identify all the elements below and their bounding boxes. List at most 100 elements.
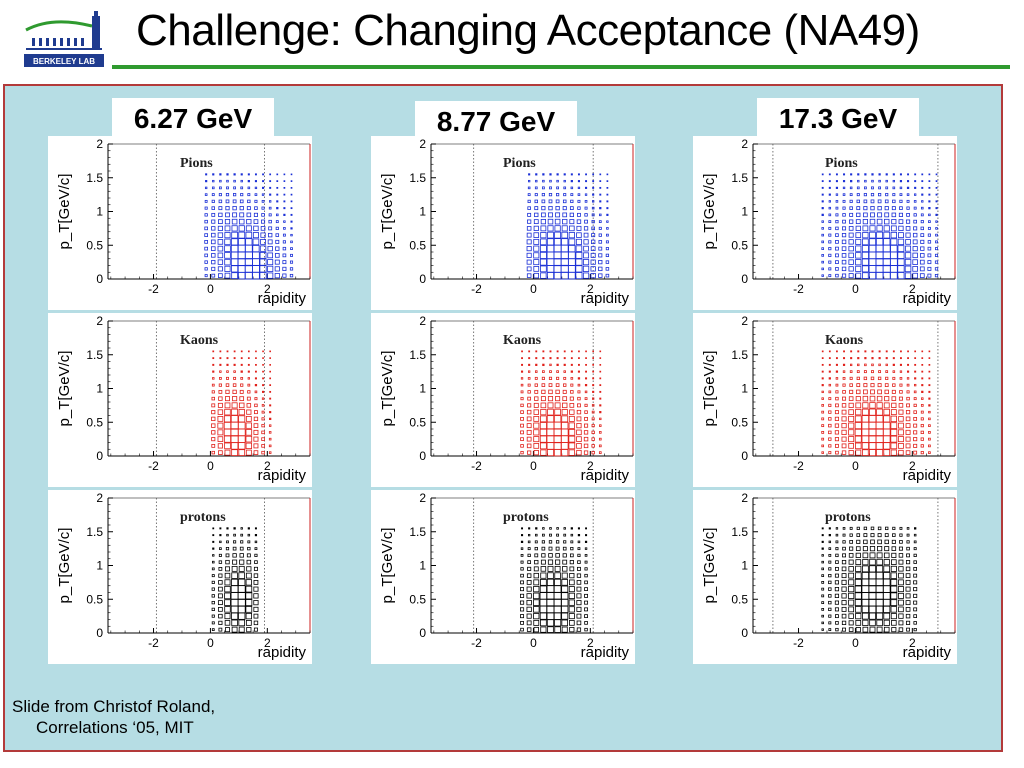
data-cell (217, 232, 224, 238)
data-cell (599, 384, 602, 387)
data-cell (239, 389, 244, 394)
data-cell (850, 179, 853, 183)
data-cell (883, 598, 891, 607)
data-cell (841, 259, 847, 265)
data-cell (540, 559, 546, 565)
data-cell (835, 206, 839, 210)
data-cell (876, 619, 883, 627)
data-cell (576, 232, 582, 238)
data-cell (563, 540, 567, 544)
data-cell (282, 266, 287, 271)
data-cell (211, 628, 215, 631)
data-cell (828, 390, 832, 394)
data-cell (246, 396, 251, 401)
data-cell (252, 251, 260, 260)
data-cell (218, 390, 223, 394)
data-cell (891, 219, 897, 225)
data-cell (253, 429, 259, 435)
data-cell (237, 264, 246, 273)
data-cell (290, 187, 293, 189)
x-axis-label: rapidity (903, 467, 952, 484)
data-cell (870, 383, 875, 388)
data-cell (254, 547, 258, 551)
data-cell (225, 206, 230, 211)
data-cell (877, 212, 883, 218)
y-tick-label: 1 (741, 559, 748, 573)
data-cell (913, 593, 918, 598)
data-cell (605, 247, 609, 251)
y-tick-label: 1 (419, 205, 426, 219)
data-cell (868, 578, 877, 587)
data-cell (218, 450, 223, 455)
data-cell (868, 272, 877, 280)
data-cell (856, 193, 860, 197)
data-cell (225, 389, 230, 394)
data-cell (599, 431, 602, 434)
data-cell (598, 253, 603, 258)
data-cell (868, 408, 877, 416)
data-cell (548, 376, 553, 380)
data-cell (267, 272, 274, 279)
data-cell (912, 266, 918, 272)
data-cell (835, 186, 839, 189)
data-cell (906, 383, 910, 387)
data-cell (849, 546, 854, 551)
data-cell (583, 226, 589, 231)
data-cell (828, 560, 832, 564)
data-cell (219, 179, 222, 183)
data-cell (245, 585, 253, 593)
data-cell (821, 377, 824, 380)
x-tick-label: 0 (852, 459, 859, 473)
data-cell (561, 598, 569, 607)
data-cell (254, 199, 258, 203)
data-cell (854, 592, 862, 600)
data-cell (254, 553, 258, 557)
data-cell (247, 363, 250, 366)
data-cell (276, 173, 279, 176)
data-cell (599, 180, 602, 183)
data-cell (913, 567, 917, 571)
data-cell (835, 547, 839, 551)
data-cell (218, 212, 223, 218)
data-cell (868, 251, 877, 260)
data-cell (259, 258, 267, 266)
data-cell (913, 560, 917, 564)
data-cell (268, 451, 272, 454)
x-tick-label: 0 (530, 459, 537, 473)
data-cell (912, 259, 918, 265)
data-cell (223, 421, 232, 430)
data-cell (561, 585, 569, 593)
data-cell (217, 600, 223, 606)
data-cell (561, 579, 568, 586)
data-cell (913, 540, 917, 544)
data-cell (253, 627, 258, 632)
data-cell (533, 579, 540, 586)
data-cell (841, 239, 847, 245)
data-cell (568, 606, 575, 613)
data-cell (928, 444, 931, 448)
data-cell (211, 437, 216, 442)
data-cell (842, 396, 847, 401)
data-cell (927, 273, 932, 278)
data-cell (254, 527, 257, 530)
data-cell (891, 539, 896, 544)
data-cell (217, 422, 224, 429)
data-cell (890, 579, 898, 586)
data-cell (928, 370, 931, 373)
data-cell (855, 219, 861, 225)
data-cell (842, 376, 846, 380)
data-cell (599, 417, 602, 421)
data-cell (862, 219, 868, 225)
y-tick-label: 1.5 (86, 525, 103, 539)
data-cell (533, 443, 540, 449)
data-cell (885, 173, 888, 176)
data-cell (855, 559, 862, 565)
data-cell (890, 435, 898, 443)
data-cell (562, 212, 568, 218)
data-cell (534, 199, 538, 204)
data-cell (591, 233, 596, 238)
data-cell (282, 240, 286, 244)
data-cell (546, 421, 555, 430)
data-cell (533, 402, 539, 408)
